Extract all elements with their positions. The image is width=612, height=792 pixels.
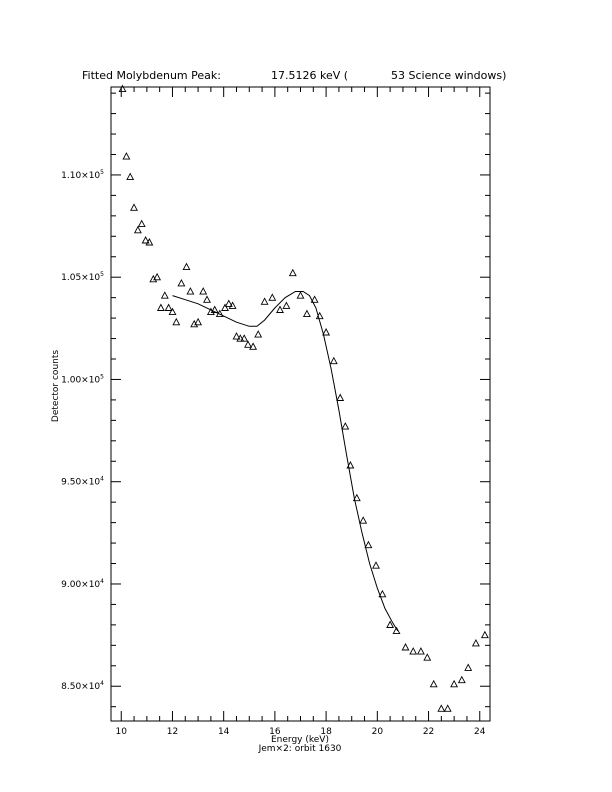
- plot-frame: [110, 86, 491, 722]
- data-point: [160, 291, 169, 299]
- data-point: [423, 653, 432, 661]
- data-point: [244, 340, 252, 348]
- data-point: [164, 303, 173, 311]
- x-tick-label: 16: [269, 727, 281, 737]
- y-tick-label: 1.10×105: [61, 169, 104, 181]
- y-axis-tick-labels: 8.50×104 9.00×104 9.50×104 1.00×105 1.05×105…: [61, 169, 104, 692]
- data-point: [429, 679, 438, 688]
- data-point: [172, 317, 181, 326]
- data-point: [228, 301, 237, 309]
- data-point: [260, 297, 269, 305]
- data-point: [186, 287, 195, 295]
- y-tick-label: 9.50×104: [61, 476, 104, 488]
- data-point: [268, 293, 277, 301]
- data-point: [341, 422, 350, 430]
- data-point: [443, 704, 452, 712]
- data-point: [372, 561, 380, 569]
- y-tick-label: 1.00×105: [61, 373, 104, 385]
- data-point: [450, 679, 459, 688]
- data-point: [168, 307, 177, 316]
- x-axis-tick-labels: 10 12 14 16 18 20 22 24: [116, 727, 486, 737]
- data-point: [457, 675, 466, 684]
- x-tick-label: 14: [218, 727, 230, 737]
- data-point: [392, 626, 401, 635]
- data-point: [352, 493, 361, 502]
- data-point: [194, 317, 203, 326]
- data-point: [464, 663, 473, 671]
- data-point: [296, 291, 305, 299]
- y-tick-label: 8.50×104: [61, 680, 104, 692]
- data-point: [210, 305, 219, 313]
- data-point: [145, 238, 154, 246]
- data-point: [156, 303, 165, 311]
- x-axis-label: Energy (keV): [271, 735, 329, 745]
- data-point: [215, 309, 224, 318]
- x-tick-label: 18: [320, 727, 332, 737]
- data-point: [126, 172, 135, 181]
- data-point: [118, 84, 127, 93]
- data-point: [401, 643, 410, 651]
- data-point: [199, 287, 208, 295]
- data-point: [409, 647, 418, 655]
- data-point: [282, 301, 291, 309]
- data-point: [364, 540, 373, 549]
- data-point: [122, 152, 131, 160]
- data-point: [206, 307, 215, 316]
- data-point: [322, 328, 331, 336]
- data-point: [203, 295, 211, 303]
- x-tick-label: 12: [167, 727, 178, 737]
- data-point: [236, 334, 245, 342]
- y-axis-label: Detector counts: [51, 350, 61, 422]
- data-point: [130, 203, 138, 211]
- data-point: [182, 262, 191, 271]
- data-point: [221, 303, 229, 311]
- chart-title-prefix: Fitted Molybdenum Peak:: [82, 69, 221, 82]
- x-tick-label: 22: [423, 727, 434, 737]
- data-point: [133, 225, 142, 234]
- data-point: [437, 704, 446, 712]
- data-point: [232, 332, 241, 340]
- chart-title-windows: 53 Science windows): [391, 69, 506, 82]
- data-point: [346, 461, 355, 469]
- data-point: [302, 309, 311, 318]
- axis-ticks: [111, 87, 490, 721]
- data-point: [224, 299, 233, 307]
- data-point: [141, 236, 150, 244]
- data-point: [254, 330, 263, 338]
- chart-caption: Jem×2: orbit 1630: [258, 744, 342, 754]
- chart-title-peak: 17.5126 keV (: [271, 69, 348, 82]
- data-point: [249, 342, 258, 350]
- x-tick-label: 24: [474, 727, 486, 737]
- x-tick-label: 10: [116, 727, 128, 737]
- data-point: [276, 305, 284, 313]
- data-point: [177, 278, 186, 287]
- data-point: [386, 620, 395, 628]
- data-point: [310, 295, 319, 303]
- data-point: [137, 219, 146, 228]
- data-point: [288, 268, 297, 277]
- data-point: [315, 311, 324, 320]
- x-tick-label: 20: [372, 727, 384, 737]
- y-tick-label: 1.05×105: [61, 271, 104, 283]
- data-point: [336, 393, 345, 401]
- data-point: [471, 638, 480, 647]
- data-point: [378, 589, 387, 598]
- y-tick-label: 9.00×104: [61, 578, 104, 590]
- data-point: [329, 356, 338, 365]
- data-point: [153, 272, 162, 281]
- data-markers: [118, 84, 489, 712]
- data-point: [480, 630, 489, 639]
- fitted-curve: [172, 291, 399, 632]
- data-point: [359, 516, 368, 524]
- data-point: [240, 334, 249, 342]
- data-point: [416, 647, 425, 655]
